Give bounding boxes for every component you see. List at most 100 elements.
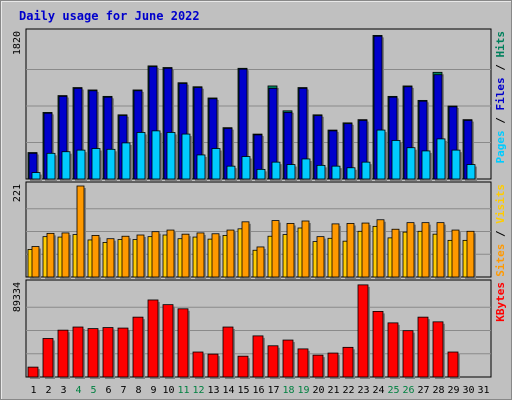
bar-sites-day-8 [136,234,145,278]
bar-sites-day-5 [91,235,100,278]
bar-kbytes-day-4 [72,326,84,378]
bar-pages-day-9 [151,130,161,180]
x-tick-label-day-24: 24 [372,385,384,396]
x-tick-label-day-18: 18 [282,385,294,396]
bar-sites-day-7 [121,235,130,278]
bar-pages-day-11 [181,133,191,180]
x-tick-label-day-19: 19 [297,385,309,396]
bar-sites-day-6 [106,238,115,278]
bar-pages-day-1 [31,172,41,180]
x-tick-label-day-3: 3 [60,385,66,396]
bar-kbytes-day-9 [147,299,159,378]
x-tick-label-day-31: 31 [477,385,489,396]
bar-sites-day-29 [451,229,460,278]
bar-pages-day-28 [436,138,446,180]
bar-kbytes-day-27 [417,316,429,378]
x-tick-label-day-2: 2 [45,385,51,396]
bar-sites-day-15 [241,221,250,278]
bar-sites-day-17 [271,220,280,278]
bar-pages-day-2 [46,152,56,180]
bar-sites-day-2 [46,232,55,278]
bar-pages-day-15 [241,156,251,180]
bar-pages-day-5 [91,148,101,180]
x-tick-label-day-27: 27 [417,385,429,396]
x-tick-label-day-13: 13 [207,385,219,396]
x-tick-label-day-26: 26 [402,385,414,396]
bar-sites-day-11 [181,233,190,278]
bar-pages-day-27 [421,150,431,180]
x-tick-label-day-23: 23 [357,385,369,396]
bar-kbytes-day-22 [342,346,354,378]
bar-kbytes-day-10 [162,304,174,378]
bar-pages-day-17 [271,161,281,180]
top-legend-part: / [494,58,507,78]
middle-legend-part: Visits [494,184,507,224]
bar-kbytes-day-6 [102,327,114,378]
bar-sites-day-21 [331,223,340,278]
bar-kbytes-day-20 [312,354,324,378]
bar-pages-day-14 [226,165,236,180]
top-ymax-label: 1820 [12,31,23,55]
bar-kbytes-day-2 [42,338,54,378]
bar-pages-day-22 [346,167,356,180]
x-tick-label-day-9: 9 [150,385,156,396]
x-tick-label-day-29: 29 [447,385,459,396]
bar-kbytes-day-18 [282,339,294,378]
bar-sites-day-1 [31,246,40,278]
x-tick-label-day-5: 5 [90,385,96,396]
bar-sites-day-25 [391,228,400,278]
middle-bars [27,185,476,279]
x-tick-label-day-20: 20 [312,385,324,396]
bar-kbytes-day-26 [402,330,414,378]
bar-kbytes-day-13 [207,353,219,378]
x-tick-label-day-25: 25 [387,385,399,396]
bar-kbytes-day-15 [237,355,249,378]
bar-kbytes-day-23 [357,284,369,378]
bar-kbytes-day-17 [267,345,279,378]
x-tick-label-day-8: 8 [135,385,141,396]
bar-sites-day-27 [421,222,430,278]
x-tick-label-day-17: 17 [267,385,279,396]
bottom-legend-part: KBytes [494,282,507,322]
bar-sites-day-10 [166,229,175,278]
bottom-panel: 89334 KBytes [12,279,507,379]
bar-pages-day-24 [376,129,386,180]
bar-sites-day-23 [361,222,370,278]
bar-pages-day-4 [76,149,86,180]
bar-pages-day-25 [391,140,401,180]
bar-kbytes-day-16 [252,335,264,378]
bar-kbytes-day-24 [372,311,384,378]
top-panel: 1820 Pages / Files / Hits [12,28,507,182]
bar-pages-day-7 [121,142,131,180]
middle-legend-label: Sites / Visits [494,184,507,277]
top-legend-part: Files [494,77,507,110]
bar-kbytes-day-3 [57,329,69,378]
bar-pages-day-13 [211,148,221,180]
bar-kbytes-day-12 [192,351,204,378]
bar-pages-day-18 [286,164,296,180]
top-bars [27,35,477,182]
bar-sites-day-22 [346,223,355,278]
bar-sites-day-30 [466,230,475,278]
bar-pages-day-3 [61,151,71,180]
top-legend-part: Hits [494,31,507,58]
bar-kbytes-day-25 [387,322,399,378]
bar-pages-day-6 [106,148,116,180]
middle-ymax-label: 221 [12,184,23,202]
bar-pages-day-20 [316,164,326,180]
bar-pages-day-10 [166,132,176,180]
bar-sites-day-26 [406,222,415,278]
x-tick-label-day-28: 28 [432,385,444,396]
bar-pages-day-8 [136,132,146,180]
x-tick-label-day-6: 6 [105,385,111,396]
bar-kbytes-day-19 [297,348,309,378]
bar-kbytes-day-8 [132,316,144,378]
chart-title: Daily usage for June 2022 [19,9,200,23]
bar-sites-day-18 [286,223,295,278]
bar-sites-day-14 [226,229,235,278]
bar-pages-day-19 [301,158,311,180]
middle-legend-part: / [494,224,507,244]
x-tick-label-day-11: 11 [177,385,189,396]
bar-kbytes-day-11 [177,308,189,378]
